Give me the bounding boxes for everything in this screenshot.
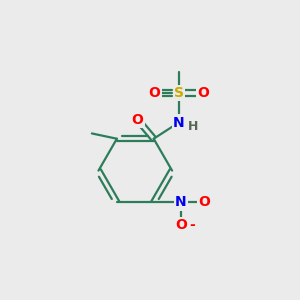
Text: N: N	[173, 116, 184, 130]
Text: O: O	[175, 218, 187, 233]
Text: N: N	[175, 196, 187, 209]
Text: O: O	[198, 196, 210, 209]
Text: -: -	[189, 218, 195, 233]
Text: S: S	[174, 86, 184, 100]
Text: O: O	[131, 112, 143, 127]
Text: H: H	[188, 120, 199, 133]
Text: O: O	[197, 86, 209, 100]
Text: O: O	[148, 86, 160, 100]
